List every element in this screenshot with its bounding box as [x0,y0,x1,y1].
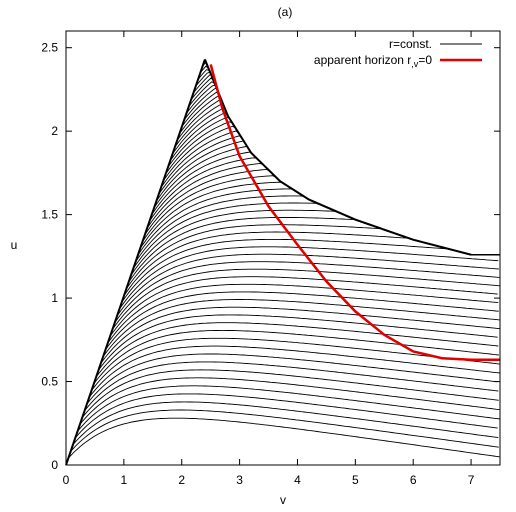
x-tick-label: 1 [121,473,128,487]
x-tick-label: 4 [294,473,301,487]
chart-title: (a) [278,5,293,19]
apparent-horizon-line [209,64,500,362]
r-const-contour [79,377,500,425]
r-const-contour [98,314,498,371]
y-tick-label: 1 [51,291,58,305]
r-const-contour [102,299,500,358]
r-const-contour [165,121,499,256]
r-const-contour [88,345,501,398]
r-const-contour [74,393,498,439]
y-tick-label: 0.5 [41,375,58,389]
y-tick-label: 2 [51,124,58,138]
y-axis-ticks: 0 0.5 1 1.5 2 2.5 [41,41,500,472]
series-lines [65,59,500,466]
r-const-contour [176,98,499,256]
r-const-contour [132,202,498,270]
r-const-boundary-line [65,59,206,466]
x-axis-label: v [280,493,286,507]
y-tick-label: 0 [51,458,58,472]
r-const-contour [192,73,500,256]
r-const-contour [109,276,498,337]
y-tick-label: 1.5 [41,208,58,222]
r-const-contour [137,188,500,256]
plot-area [65,30,501,466]
r-const-contour [95,322,499,378]
r-const-contour [72,401,499,445]
r-const-contour [118,246,499,310]
r-const-contour [174,103,499,256]
legend-label-r-const: r=const. [389,37,432,51]
r-const-contour [84,361,499,412]
r-const-contour [116,253,499,317]
legend: r=const. apparent horizon r,v=0 [314,37,482,69]
r-const-contour [183,87,500,256]
r-const-contour [190,77,498,256]
r-const-boundary-line [203,59,472,256]
r-const-contour [114,261,500,324]
r-const-contour [77,385,501,432]
r-const-contour [104,291,499,351]
r-const-contour [172,107,500,256]
r-const-contour [93,329,499,385]
r-const-contour [195,71,500,256]
r-const-contour [186,84,499,256]
r-const-contour [151,151,499,256]
r-const-contours [67,61,501,459]
y-tick-label: 2.5 [41,41,58,55]
x-tick-label: 6 [410,473,417,487]
x-axis-ticks: 0 1 2 3 4 5 6 7 [63,31,475,487]
y-axis-label: u [11,238,18,252]
r-const-contour [135,195,500,263]
r-const-contour [86,353,498,405]
r-const-contour [67,417,500,459]
x-tick-label: 7 [468,473,475,487]
r-const-contour [199,65,499,256]
r-const-contour [107,283,499,344]
r-const-contour [81,369,499,418]
legend-label-horizon: apparent horizon r,v=0 [314,53,432,69]
x-tick-label: 5 [352,473,359,487]
r-const-contour [188,81,499,256]
r-const-contour [91,337,500,391]
x-tick-label: 2 [178,473,185,487]
r-const-contour [100,306,501,364]
r-const-contour [144,168,498,256]
r-const-contour [160,130,500,256]
r-const-contour [121,238,498,304]
x-tick-label: 3 [236,473,243,487]
r-const-contour [111,268,501,331]
x-tick-label: 0 [63,473,70,487]
r-const-contour [70,409,499,452]
plot-frame [65,30,501,466]
